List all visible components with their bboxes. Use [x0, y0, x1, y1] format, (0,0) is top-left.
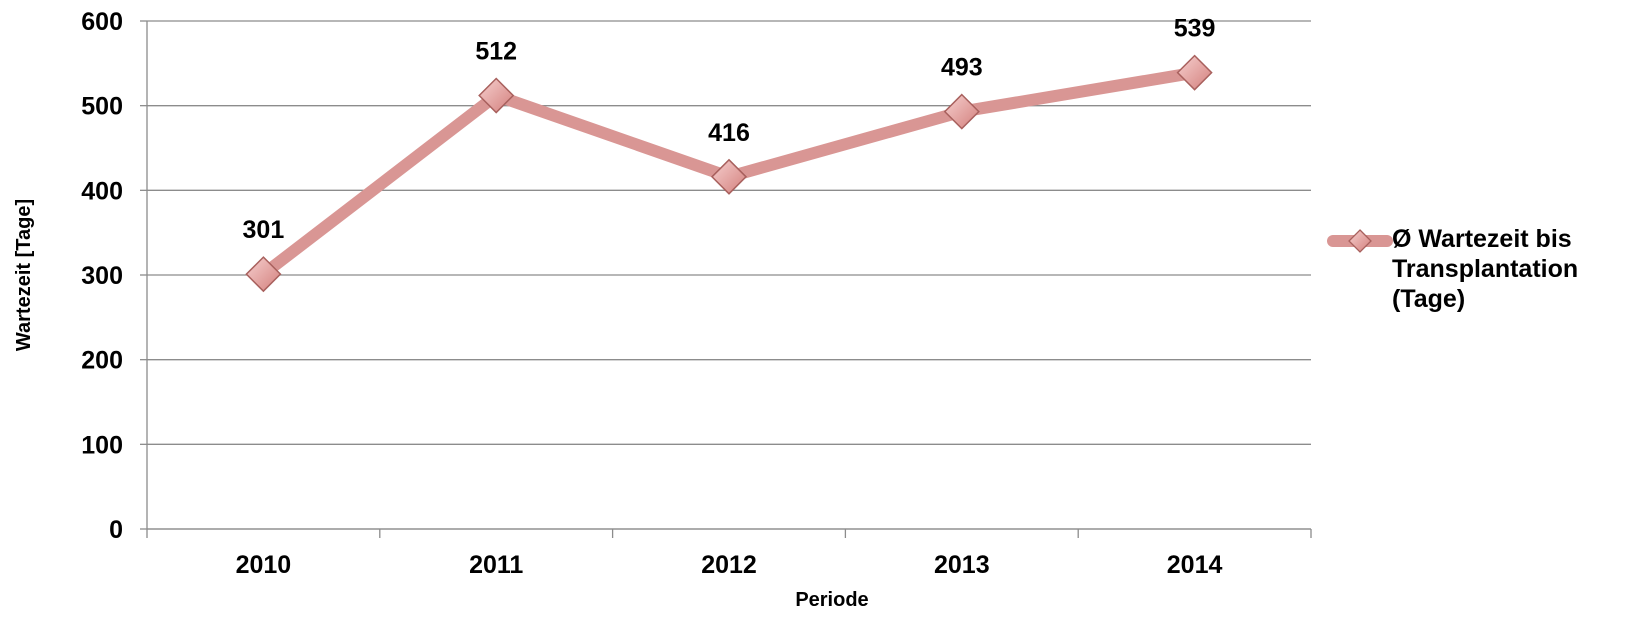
data-label: 493 [941, 54, 983, 82]
y-tick-label: 200 [81, 347, 123, 375]
data-label: 416 [708, 119, 750, 147]
data-label: 301 [243, 216, 285, 244]
x-tick-label: 2010 [236, 551, 292, 579]
point-marker [943, 93, 980, 130]
y-tick-label: 600 [81, 8, 123, 36]
x-tick-label: 2011 [469, 551, 523, 579]
x-tick-label: 2012 [701, 551, 757, 579]
y-tick-label: 0 [109, 516, 123, 544]
x-tick-label: 2014 [1167, 551, 1223, 579]
y-tick-label: 300 [81, 262, 123, 290]
data-label: 512 [475, 38, 517, 66]
data-label: 539 [1174, 15, 1216, 43]
y-tick-label: 100 [81, 431, 123, 459]
legend-swatch-marker [1348, 229, 1372, 253]
y-tick-label: 500 [81, 93, 123, 121]
y-axis-title: Wartezeit [Tage] [13, 199, 35, 351]
point-marker [710, 158, 748, 195]
x-axis-title: Periode [795, 589, 868, 611]
x-tick-label: 2013 [934, 551, 990, 579]
point-marker [478, 77, 515, 114]
point-marker [1176, 54, 1213, 91]
point-marker [245, 256, 282, 293]
y-tick-label: 400 [81, 177, 123, 205]
legend-label: Ø Wartezeit bis Transplantation (Tage) [1392, 225, 1579, 313]
